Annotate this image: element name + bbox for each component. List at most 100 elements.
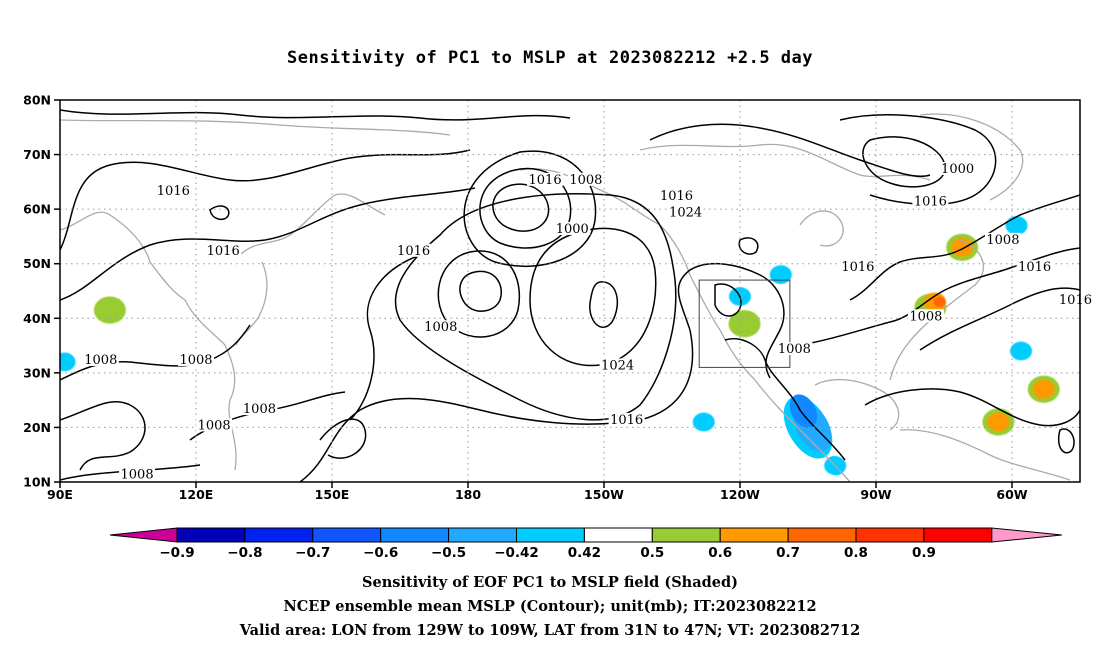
contour-label-bg <box>395 243 432 257</box>
coastline-asia-east <box>60 211 237 471</box>
coastline-siberia-north <box>60 119 451 136</box>
contour-label: 1016 <box>660 189 693 204</box>
contour-label-bg <box>178 352 214 366</box>
sensitivity-patch <box>769 265 792 284</box>
contour-label-bg <box>984 232 1021 246</box>
contour-label-bg <box>599 358 636 372</box>
sensitivity-patch <box>692 412 715 432</box>
colorbar-swatch <box>312 527 382 543</box>
lon-label: 120W <box>720 487 760 502</box>
contour-line <box>1058 428 1075 454</box>
contour-line <box>349 254 421 421</box>
contour-label: 1008 <box>778 342 811 357</box>
sensitivity-patch <box>987 412 1010 432</box>
contour-label: 1008 <box>909 309 942 324</box>
caption-line-3: Valid area: LON from 129W to 109W, LAT f… <box>239 622 861 639</box>
contour-1016-large <box>394 193 677 421</box>
coastline-alaska <box>519 168 691 276</box>
contour-label: 1016 <box>1018 260 1051 275</box>
colorbar-label: 0.9 <box>912 545 936 561</box>
lon-label: 150W <box>584 487 624 502</box>
plot-frame <box>59 99 1081 483</box>
contour-line <box>919 287 1080 351</box>
lon-label: 120E <box>179 487 214 502</box>
coastline-caribbean <box>899 429 1071 481</box>
contour-label-bg <box>196 418 233 432</box>
lat-label: 30N <box>23 365 51 380</box>
contour-label-bg <box>527 172 564 186</box>
contour-line <box>738 237 759 255</box>
contour-label: 1024 <box>601 358 634 373</box>
lon-label: 180 <box>455 487 481 502</box>
sensitivity-patch <box>1005 216 1028 235</box>
coastline-canada-arctic <box>639 143 931 181</box>
contour-label-bg <box>1057 292 1094 306</box>
colorbar-max-triangle <box>991 527 1062 543</box>
colorbar-swatch <box>583 527 653 543</box>
colorbar-label: −0.9 <box>159 545 194 561</box>
lat-label: 10N <box>23 475 51 490</box>
contour-label: 1016 <box>610 413 643 428</box>
contour-label: 1000 <box>941 162 974 177</box>
contour-low-1000 <box>862 136 946 188</box>
colorbar-label: −0.7 <box>295 545 330 561</box>
colorbar-swatch <box>516 527 585 543</box>
colorbar-swatch <box>176 527 246 543</box>
contour-label-bg <box>205 243 242 257</box>
sensitivity-patch <box>728 310 761 338</box>
coastline-na-east <box>889 239 984 381</box>
contour-labels: 1016 1016 1016 1008 1000 1016 1024 1016 1008 1024… <box>82 161 1094 483</box>
lat-label: 70N <box>23 147 51 162</box>
contour-line <box>60 109 571 121</box>
sensitivity-patch <box>1010 341 1033 361</box>
contour-label-bg <box>1016 260 1053 274</box>
colorbar-label: 0.5 <box>640 545 664 561</box>
colorbar-min-triangle <box>109 527 178 543</box>
colorbar-swatch <box>855 527 925 543</box>
contour-label: 1008 <box>179 353 212 368</box>
lat-label: 80N <box>23 93 51 108</box>
colorbar-label: −0.6 <box>363 545 398 561</box>
contour-label-bg <box>839 260 876 274</box>
contour-line <box>649 123 931 178</box>
sensitivity-patch <box>1032 379 1055 399</box>
contour-label-bg <box>912 194 949 208</box>
map-title: Sensitivity of PC1 to MSLP at 2023082212… <box>286 48 813 68</box>
contour-label-bg <box>155 183 192 197</box>
colorbar-swatch <box>448 527 518 543</box>
contour-label: 1016 <box>397 244 430 259</box>
contour-label: 1008 <box>121 468 154 483</box>
contour-label-bg <box>658 189 695 203</box>
contour-label: 1008 <box>986 233 1019 248</box>
caption-line-1: Sensitivity of EOF PC1 to MSLP field (Sh… <box>362 574 738 591</box>
colorbar-swatch <box>719 527 789 543</box>
contour-label: 1016 <box>207 244 240 259</box>
contour-label: 1008 <box>569 173 602 188</box>
contour-line <box>849 194 1080 301</box>
contour-label: 1008 <box>198 418 231 433</box>
contour-label: 1000 <box>556 222 589 237</box>
colorbar-label: −0.8 <box>227 545 262 561</box>
lat-label: 40N <box>23 311 51 326</box>
valid-area-box <box>698 279 791 368</box>
colorbar: −0.9 −0.8 −0.7 −0.6 −0.5 −0.42 0.42 0.5 0.6 0.7 0.… <box>109 527 1062 561</box>
contour-label-bg <box>939 161 976 175</box>
lat-label: 60N <box>23 202 51 217</box>
colorbar-label: −0.5 <box>431 545 466 561</box>
lon-label: 60W <box>996 487 1027 502</box>
coastline-hudson <box>799 210 844 247</box>
lon-label: 90E <box>47 487 73 502</box>
colorbar-swatch <box>787 527 857 543</box>
contour-line <box>319 418 367 459</box>
contour-line <box>677 262 785 379</box>
contour-low-center <box>492 183 550 232</box>
colorbar-label: 0.7 <box>776 545 800 561</box>
sensitivity-shading <box>60 216 1060 476</box>
contour-line <box>209 205 230 221</box>
contour-label: 1016 <box>529 173 562 188</box>
contour-label-bg <box>776 342 813 356</box>
contour-label-bg <box>119 467 156 481</box>
contour-label-bg <box>608 412 645 426</box>
contour-label-bg <box>554 221 591 235</box>
